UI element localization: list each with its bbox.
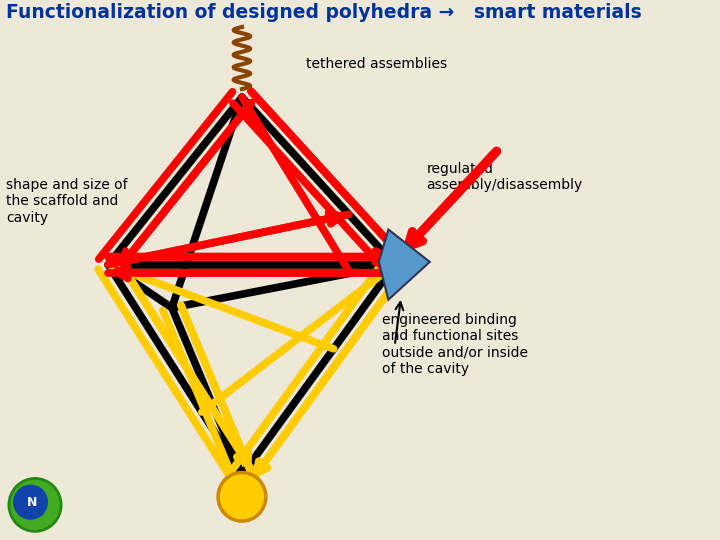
Text: tethered assemblies: tethered assemblies bbox=[305, 57, 446, 71]
Ellipse shape bbox=[9, 478, 61, 531]
Text: regulated
assembly/disassembly: regulated assembly/disassembly bbox=[426, 162, 582, 192]
Ellipse shape bbox=[218, 472, 266, 521]
Text: N: N bbox=[27, 496, 37, 509]
Text: engineered binding
and functional sites
outside and/or inside
of the cavity: engineered binding and functional sites … bbox=[382, 313, 528, 376]
Polygon shape bbox=[379, 230, 430, 300]
Text: shape and size of
the scaffold and
cavity: shape and size of the scaffold and cavit… bbox=[6, 178, 128, 225]
Ellipse shape bbox=[13, 485, 48, 519]
Text: Functionalization of designed polyhedra →   smart materials: Functionalization of designed polyhedra … bbox=[6, 3, 642, 22]
